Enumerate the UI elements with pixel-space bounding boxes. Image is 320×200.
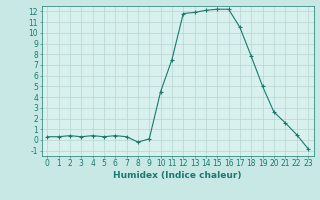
X-axis label: Humidex (Indice chaleur): Humidex (Indice chaleur) [113,171,242,180]
